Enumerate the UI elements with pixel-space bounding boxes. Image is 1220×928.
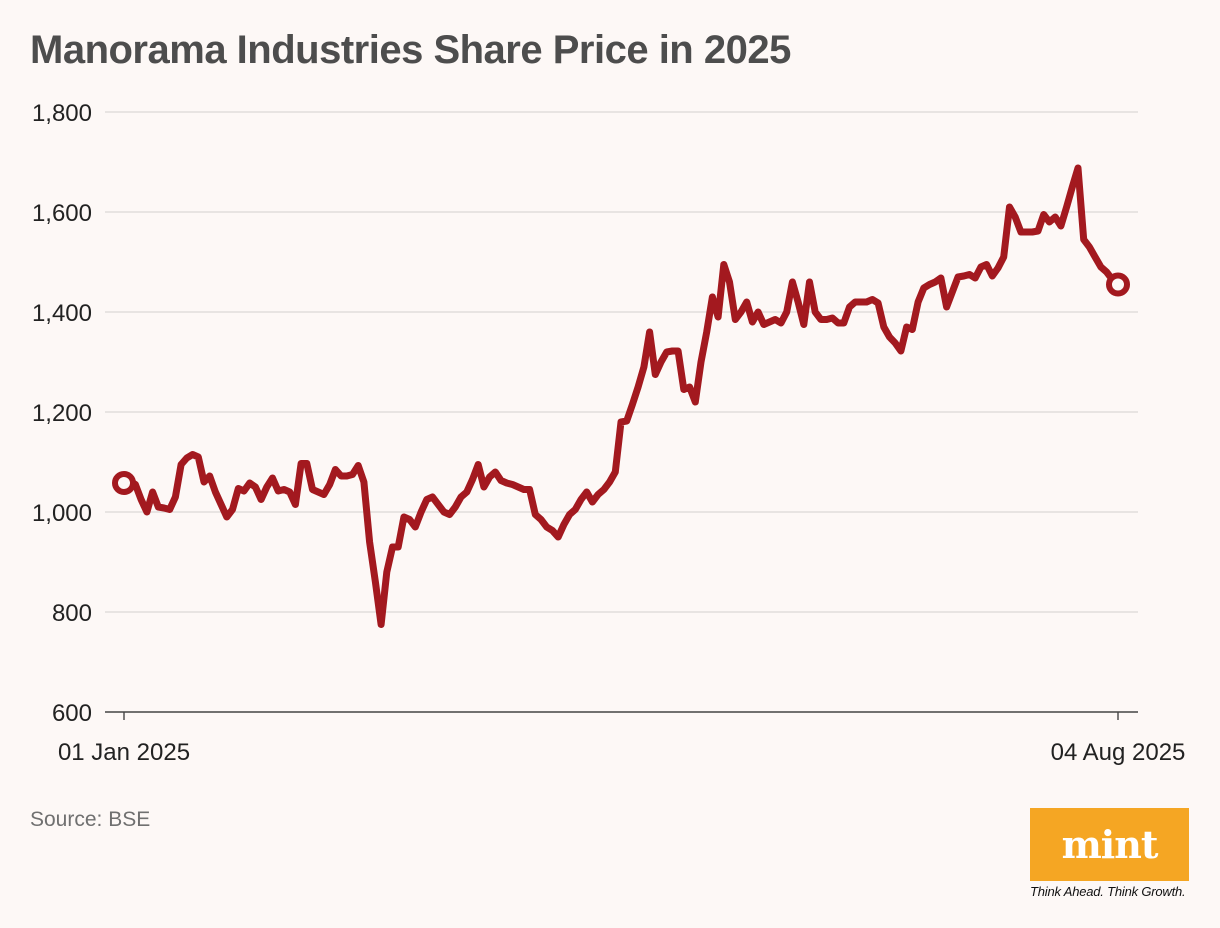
y-tick-label: 800 <box>52 600 92 627</box>
series-layer <box>112 164 1130 628</box>
axes <box>105 711 1138 720</box>
end-point-marker <box>1106 272 1130 297</box>
y-tick-label: 1,600 <box>32 200 92 227</box>
y-tick-label: 1,800 <box>32 100 92 127</box>
y-tick-label: 1,200 <box>32 400 92 427</box>
mint-logo-tagline: Think Ahead. Think Growth. <box>1030 884 1186 899</box>
x-tick-label-end: 04 Aug 2025 <box>1051 739 1186 766</box>
start-point-marker <box>112 471 136 495</box>
x-tick-label-start: 01 Jan 2025 <box>58 739 190 766</box>
source-note: Source: BSE <box>30 808 151 831</box>
y-tick-label: 1,000 <box>32 500 92 527</box>
chart-title: Manorama Industries Share Price in 2025 <box>30 28 791 72</box>
gridlines <box>105 111 1138 613</box>
tick-labels: 600 800 1,000 1,200 1,400 1,600 1,800 01 Jan 20… <box>32 100 1185 766</box>
series-line <box>120 164 1122 628</box>
y-tick-label: 600 <box>52 700 92 727</box>
mint-logo: mint <box>1030 808 1189 881</box>
y-tick-label: 1,400 <box>32 300 92 327</box>
mint-logo-word: mint <box>1061 822 1159 867</box>
